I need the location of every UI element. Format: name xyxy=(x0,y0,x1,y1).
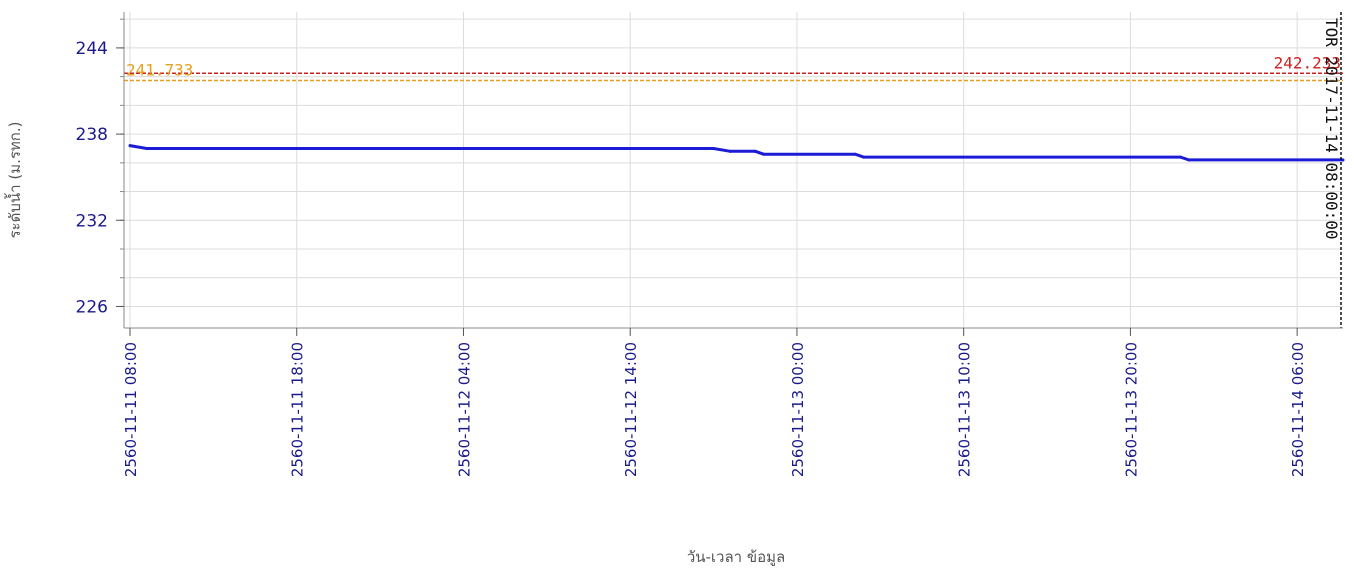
x-axis-title: วัน-เวลา ข้อมูล xyxy=(687,548,785,566)
y-tick-label: 238 xyxy=(76,125,108,145)
data-point xyxy=(753,149,757,153)
x-tick-label: 2560-11-11 08:00 xyxy=(122,342,140,477)
reference-line-label: 242.233 xyxy=(1274,53,1341,72)
x-tick-label: 2560-11-13 20:00 xyxy=(1122,342,1140,477)
labels: 226 232 238 244 2560-11-11 08:00 2560-11-11 1… xyxy=(76,18,1341,477)
grid xyxy=(124,12,1343,328)
x-tick-label: 2560-11-13 00:00 xyxy=(789,342,807,477)
y-tick-label: 232 xyxy=(76,211,108,231)
x-tick-label: 2560-11-11 18:00 xyxy=(289,342,307,477)
data-point xyxy=(128,144,132,148)
data-point xyxy=(762,152,766,156)
y-tick-label: 244 xyxy=(76,39,108,59)
y-tick-label: 226 xyxy=(76,297,108,317)
time-marker-label: TOR 2017-11-14 08:00:00 xyxy=(1322,18,1341,240)
data-point xyxy=(1341,158,1345,162)
data-point xyxy=(862,155,866,159)
reference-lines xyxy=(124,72,1343,82)
reference-line-label: 241.733 xyxy=(126,60,193,79)
x-tick-label: 2560-11-12 04:00 xyxy=(455,342,473,477)
series-layer xyxy=(128,144,1345,162)
axes xyxy=(116,12,1343,336)
y-axis-title: ระดับน้ำ (ม.รทก.) xyxy=(4,122,24,239)
data-point xyxy=(1178,155,1182,159)
data-point xyxy=(853,152,857,156)
data-point xyxy=(1187,158,1191,162)
series-line xyxy=(129,144,1343,162)
data-point xyxy=(145,146,149,150)
data-point xyxy=(712,146,716,150)
x-tick-label: 2560-11-13 10:00 xyxy=(956,342,974,477)
x-tick-label: 2560-11-14 06:00 xyxy=(1289,342,1307,477)
x-tick-label: 2560-11-12 14:00 xyxy=(622,342,640,477)
data-point xyxy=(728,149,732,153)
